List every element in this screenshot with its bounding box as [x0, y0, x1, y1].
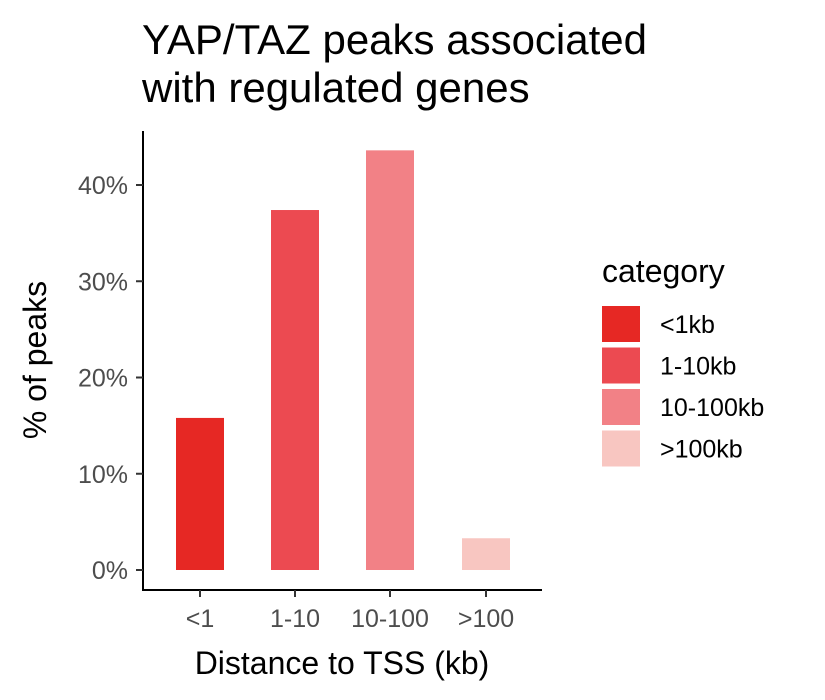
y-tick-label: 20% — [78, 365, 128, 393]
x-tick-label: 1-10 — [270, 605, 320, 633]
legend-title: category — [602, 253, 725, 289]
y-axis-ticks: 0% 10% 20% 30% 40% — [78, 172, 143, 585]
y-axis-title: % of peaks — [17, 281, 53, 439]
legend-key — [602, 430, 640, 467]
chart-title-line-2: with regulated genes — [141, 64, 530, 111]
legend-label: 10-100kb — [660, 394, 764, 422]
x-axis-title: Distance to TSS (kb) — [195, 645, 490, 681]
legend-key — [602, 347, 640, 384]
y-tick-label: 0% — [92, 557, 128, 585]
legend-label: 1-10kb — [660, 353, 736, 381]
y-tick-label: 30% — [78, 268, 128, 296]
bar-2 — [271, 210, 319, 570]
legend: category <1kb 1-10kb 10-100kb >100kb — [602, 253, 764, 467]
y-tick-label: 40% — [78, 172, 128, 200]
plot-area — [176, 150, 510, 570]
x-tick-label: 10-100 — [351, 605, 429, 633]
chart-title-line-1: YAP/TAZ peaks associated — [142, 16, 647, 63]
x-axis-ticks: <1 1-10 10-100 >100 — [186, 590, 514, 633]
x-tick-label: <1 — [186, 605, 215, 633]
y-tick-label: 10% — [78, 461, 128, 489]
legend-key — [602, 306, 640, 342]
bar-1 — [176, 417, 224, 570]
x-tick-label: >100 — [458, 605, 514, 633]
legend-key — [602, 389, 640, 425]
legend-label: <1kb — [660, 311, 715, 339]
legend-label: >100kb — [660, 436, 743, 464]
bar-3 — [366, 150, 414, 570]
bar-4 — [462, 538, 510, 570]
